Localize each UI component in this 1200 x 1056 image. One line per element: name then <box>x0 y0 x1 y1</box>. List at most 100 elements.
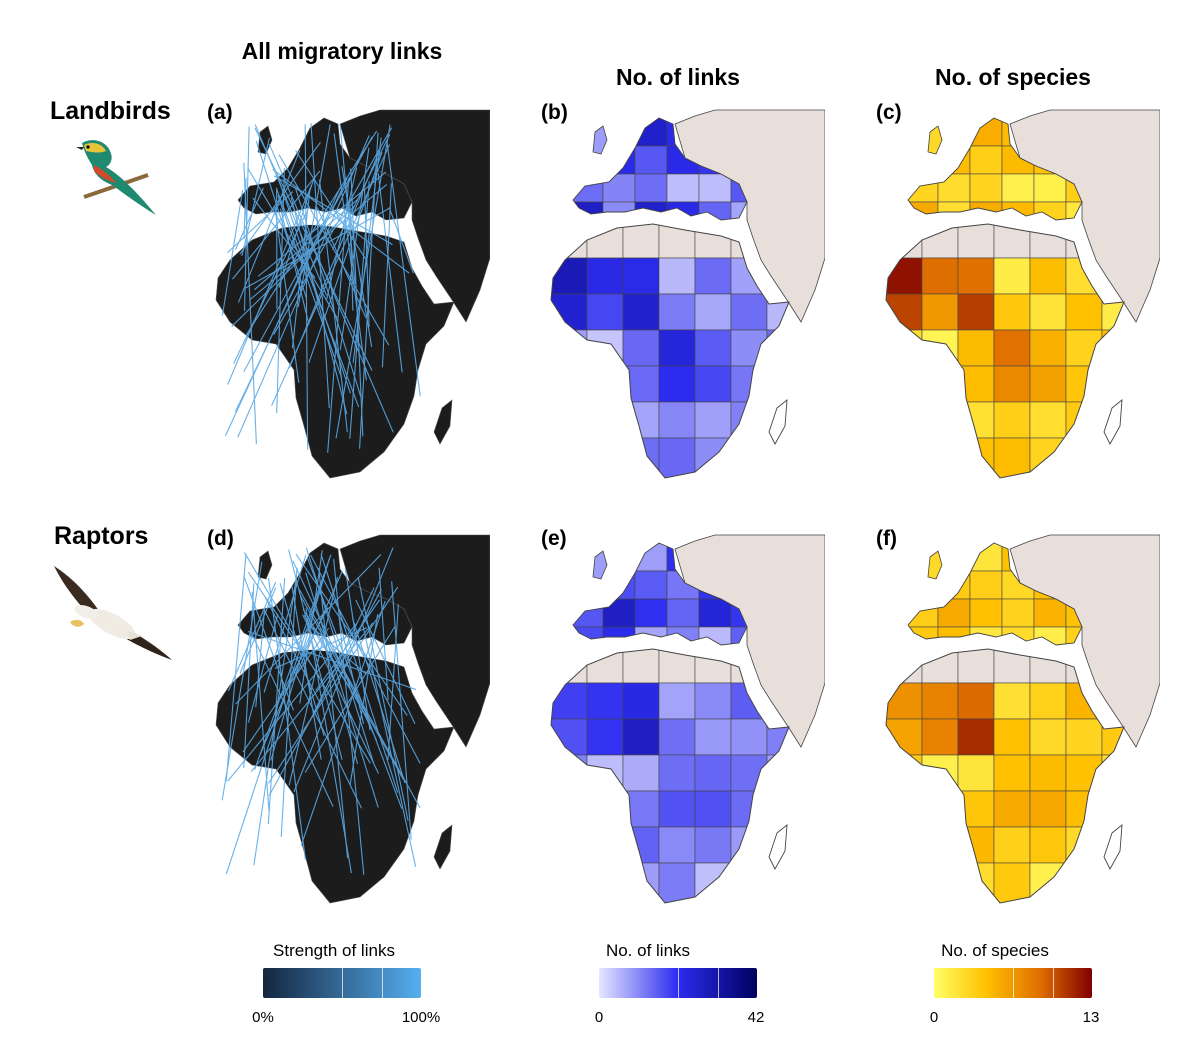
link-line <box>276 188 360 408</box>
country-region <box>622 437 660 478</box>
country-region <box>634 118 668 147</box>
link-line <box>355 599 416 724</box>
country-region <box>602 598 636 628</box>
country-region <box>551 257 588 295</box>
country-region <box>666 201 700 220</box>
map-svg <box>215 534 490 904</box>
link-line <box>243 162 257 445</box>
country-region <box>921 682 959 720</box>
link-line <box>357 577 409 821</box>
landmass <box>433 824 453 870</box>
country-region <box>1065 754 1103 792</box>
country-region <box>622 649 660 684</box>
link-line <box>299 595 404 780</box>
country-region <box>886 718 923 756</box>
country-region <box>666 626 700 645</box>
map-svg <box>885 534 1160 904</box>
map-svg <box>215 109 490 479</box>
country-region <box>551 718 588 756</box>
map-svg <box>550 534 825 904</box>
country-region <box>957 437 995 478</box>
country-region <box>1101 862 1124 903</box>
country-region <box>766 437 789 478</box>
link-line <box>308 152 383 363</box>
country-region <box>658 257 696 295</box>
link-line <box>273 127 393 335</box>
country-region <box>694 437 732 478</box>
country-region <box>551 649 588 684</box>
country-region <box>658 293 696 331</box>
country-region <box>551 293 588 331</box>
country-region <box>573 173 604 203</box>
country-region <box>1065 401 1103 439</box>
country-region <box>602 118 636 147</box>
country-region <box>1065 826 1103 864</box>
country-region <box>658 365 696 403</box>
country-region <box>921 862 959 903</box>
link-line <box>253 575 297 866</box>
country-region <box>957 293 995 331</box>
country-region <box>1029 718 1067 756</box>
country-region <box>694 790 732 828</box>
country-region <box>921 365 959 403</box>
panel-label-b: (b) <box>541 101 568 124</box>
link-lines <box>221 547 421 875</box>
country-region <box>622 718 660 756</box>
country-region <box>694 224 732 259</box>
country-region <box>886 224 923 259</box>
link-line <box>349 197 354 311</box>
country-region <box>658 754 696 792</box>
country-region <box>1029 224 1067 259</box>
country-region <box>586 718 624 756</box>
country-region <box>551 862 588 903</box>
link-line <box>227 581 277 692</box>
link-line <box>263 554 307 693</box>
country-region <box>1101 329 1124 367</box>
country-region <box>921 649 959 684</box>
link-line <box>302 614 379 774</box>
country-region <box>766 790 789 828</box>
link-line <box>272 168 410 274</box>
country-region <box>1065 293 1103 331</box>
country-region <box>586 790 624 828</box>
map-landbirds-links <box>190 108 490 488</box>
country-region <box>551 790 588 828</box>
map-raptors-n-species <box>860 533 1160 913</box>
country-region <box>622 293 660 331</box>
country-region <box>730 754 768 792</box>
country-region <box>622 329 660 367</box>
country-region <box>694 257 732 295</box>
country-region <box>602 543 636 572</box>
country-region <box>658 224 696 259</box>
country-region <box>969 145 1003 175</box>
link-line <box>278 184 313 288</box>
country-region <box>658 862 696 903</box>
country-region <box>634 598 668 628</box>
country-region <box>694 329 732 367</box>
country-region <box>1101 437 1124 478</box>
country-region <box>993 826 1031 864</box>
link-line <box>276 168 285 414</box>
link-line <box>221 190 244 316</box>
link-line <box>268 586 399 784</box>
map-raptors-n-links <box>525 533 825 913</box>
link-line <box>305 572 379 808</box>
country-region <box>658 329 696 367</box>
country-region <box>886 682 923 720</box>
country-region <box>666 173 700 203</box>
country-region <box>993 224 1031 259</box>
legend-tick-mark <box>678 968 679 998</box>
country-region <box>730 826 768 864</box>
country-region <box>921 257 959 295</box>
country-region <box>1033 173 1067 203</box>
link-line <box>318 179 348 433</box>
legend-bar-strength <box>263 968 421 998</box>
legend-max-links: 42 <box>747 1009 765 1026</box>
link-line <box>304 124 309 450</box>
link-line <box>254 554 332 770</box>
country-region <box>886 862 923 903</box>
link-line <box>243 126 250 311</box>
country-region <box>592 550 608 580</box>
country-region <box>957 257 995 295</box>
country-region <box>886 365 923 403</box>
